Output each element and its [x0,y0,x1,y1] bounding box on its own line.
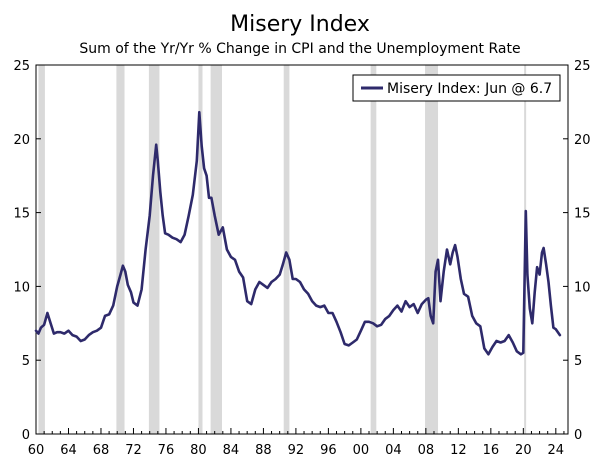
series-line-misery-index [34,110,562,356]
recession-band [148,65,160,434]
y-tick-label-right: 5 [574,354,582,369]
x-tick-label: 72 [125,443,142,458]
x-tick-label: 16 [483,443,500,458]
chart-subtitle: Sum of the Yr/Yr % Change in CPI and the… [79,41,521,57]
y-tick-label-right: 10 [574,280,591,295]
y-tick-label-left: 0 [22,428,30,443]
x-tick-label: 00 [353,443,370,458]
x-tick-label: 96 [320,443,337,458]
plot-frame [35,64,569,435]
series-layer [34,110,562,356]
x-tick-label: 04 [385,443,402,458]
y-tick-label-right: 25 [574,59,591,74]
x-tick-label: 60 [28,443,45,458]
x-tick-label: 64 [60,443,77,458]
x-tick-label: 88 [255,443,272,458]
y-tick-label-right: 20 [574,133,591,148]
x-tick-label: 08 [418,443,435,458]
recession-band [425,65,439,434]
x-tick-label: 76 [158,443,175,458]
x-tick-label: 24 [548,443,565,458]
recession-band [370,65,377,434]
recession-band [283,65,290,434]
x-tick-label: 68 [93,443,110,458]
x-tick-label: 12 [450,443,467,458]
x-tick-label: 80 [190,443,207,458]
y-tick-label-left: 25 [13,59,30,74]
y-tick-label-right: 0 [574,428,582,443]
y-tick-label-left: 10 [13,280,30,295]
legend: Misery Index: Jun @ 6.7 [352,74,561,102]
y-tick-label-left: 5 [22,354,30,369]
x-tick-label: 20 [515,443,532,458]
chart-title: Misery Index [230,12,370,37]
recession-band [38,65,45,434]
y-tick-label-left: 15 [13,207,30,222]
recession-band [198,65,203,434]
y-tick-label-right: 15 [574,207,591,222]
legend-label: Misery Index: Jun @ 6.7 [387,81,552,97]
x-tick-label: 92 [288,443,305,458]
legend-box [352,74,561,102]
x-tick-label: 84 [223,443,240,458]
recession-band [116,65,125,434]
y-tick-label-left: 20 [13,133,30,148]
recession-band [210,65,222,434]
